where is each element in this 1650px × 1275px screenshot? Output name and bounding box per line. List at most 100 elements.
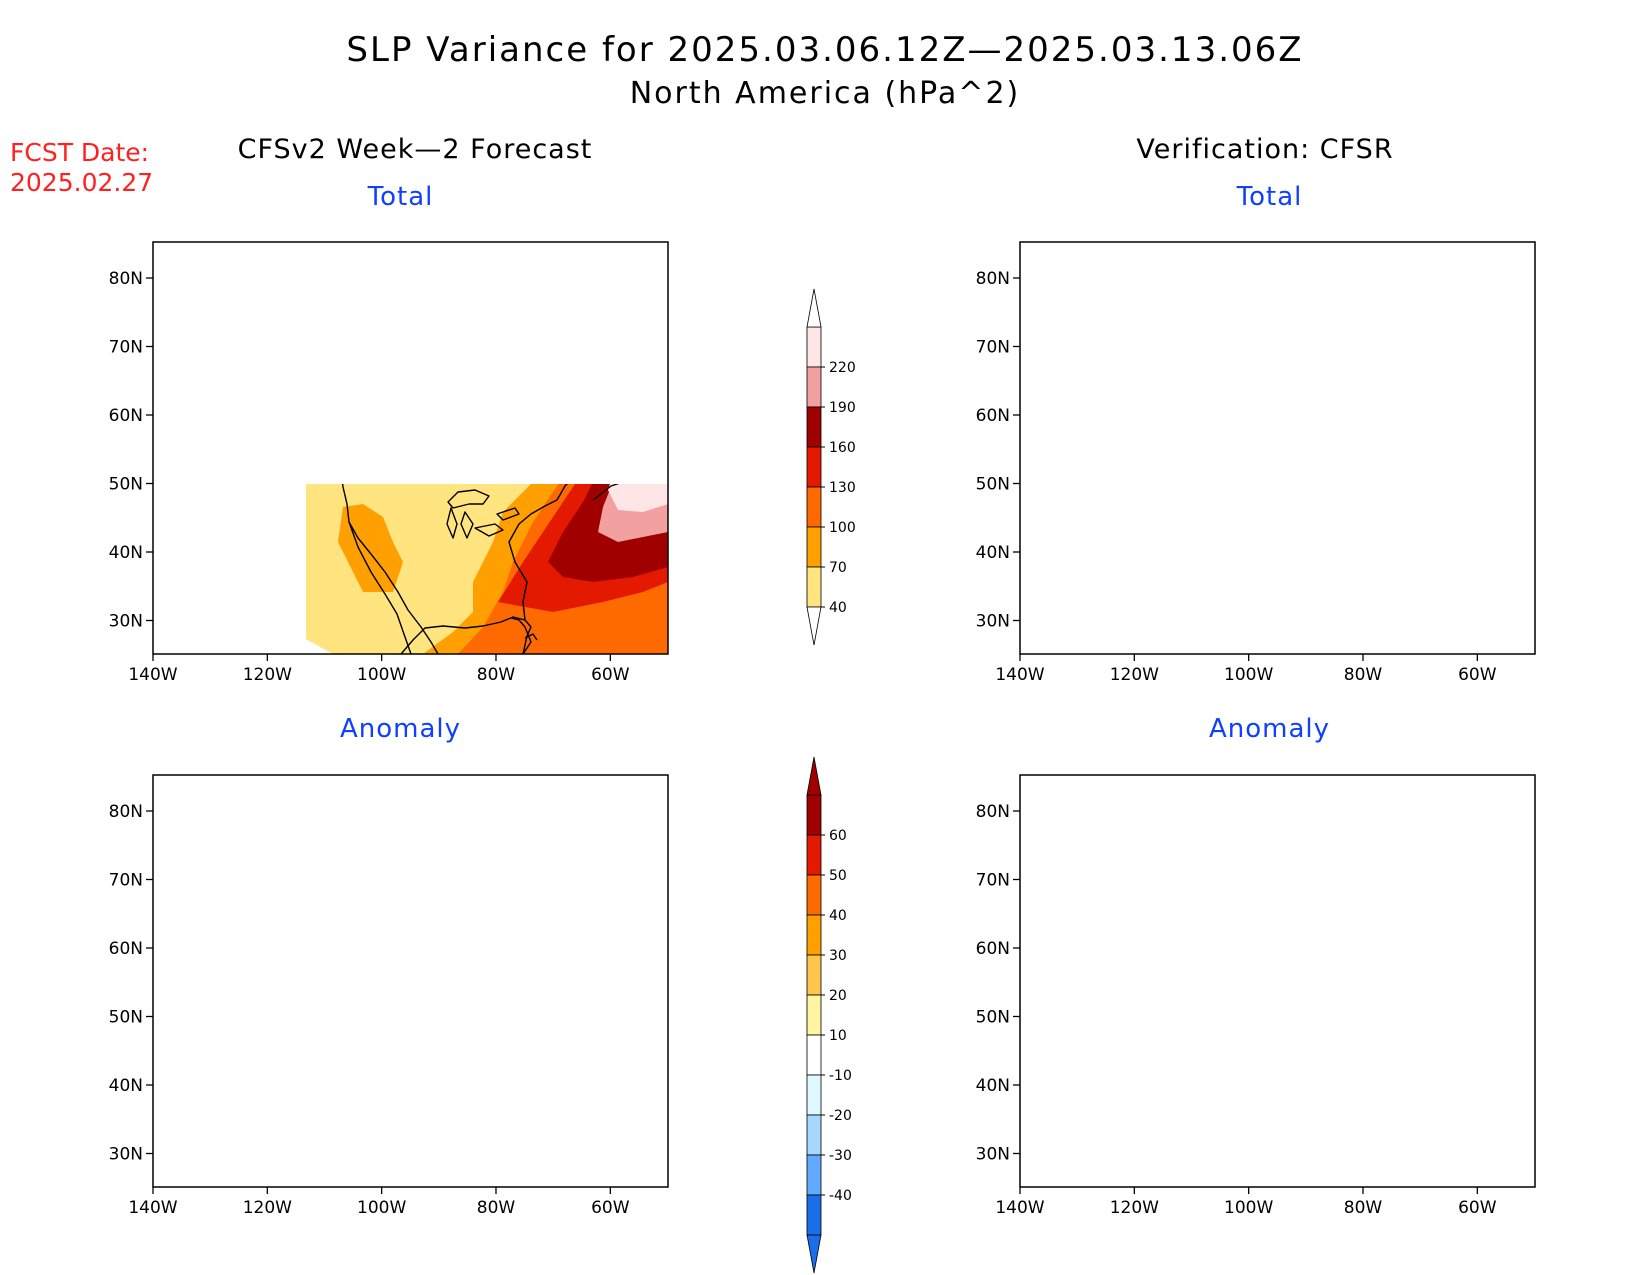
lat-tick-label: 30N — [976, 1145, 1010, 1165]
colorbar-segment — [806, 1074, 822, 1116]
colorbar-label: 60 — [829, 828, 847, 844]
colorbar-total: 220 190 160 130 100 70 40 — [806, 288, 856, 646]
colorbar-label: 160 — [829, 440, 856, 456]
lat-tick-label: 30N — [976, 612, 1010, 632]
colorbar-segment — [806, 1034, 822, 1076]
lon-tick-label: 140W — [995, 1198, 1044, 1218]
lat-tick-label: 80N — [109, 269, 143, 289]
colorbar-arrow-top — [806, 288, 822, 328]
lon-tick-label: 120W — [1110, 665, 1159, 685]
lon-tick-label: 120W — [243, 1198, 292, 1218]
lon-tick-label: 140W — [128, 665, 177, 685]
lon-tick-label: 120W — [243, 665, 292, 685]
colorbar-segment — [806, 446, 822, 488]
lat-tick-label: 40N — [976, 543, 1010, 563]
colorbar-label: 50 — [829, 868, 847, 884]
lat-tick-label: 70N — [976, 871, 1010, 891]
lon-tick-label: 80W — [477, 1198, 516, 1218]
lon-tick-label: 100W — [1224, 665, 1273, 685]
panel-forecast-anomaly-map — [152, 774, 669, 1188]
colorbar-segment — [806, 1194, 822, 1236]
colorbar-label: 30 — [829, 948, 847, 964]
panel-title-verification-anomaly: Anomaly — [1208, 714, 1331, 744]
lon-tick-label: 80W — [1344, 1198, 1383, 1218]
colorbar-arrow-bottom — [806, 606, 822, 646]
panel-verification-total-map — [1019, 241, 1536, 655]
forecast-date-label: FCST Date: — [10, 138, 150, 167]
panel-forecast-total-map — [152, 241, 669, 663]
colorbar-label: 220 — [829, 360, 856, 376]
panel-title-forecast-total: Total — [367, 182, 434, 212]
colorbar-label: -40 — [829, 1188, 852, 1204]
lon-tick-label: 60W — [1458, 1198, 1497, 1218]
lat-tick-label: 50N — [109, 475, 143, 495]
panel-title-forecast-anomaly: Anomaly — [339, 714, 462, 744]
lat-tick-label: 80N — [109, 802, 143, 822]
colorbar-segment — [806, 874, 822, 916]
colorbar-segment — [806, 406, 822, 448]
chart-subtitle: North America (hPa^2) — [629, 76, 1021, 111]
colorbar-label: 10 — [829, 1028, 847, 1044]
colorbar-segment — [806, 566, 822, 608]
colorbar-segment — [806, 834, 822, 876]
colorbar-layer: 220 190 160 130 100 70 40 60 50 40 30 20 10 -10 -20 -30… — [806, 288, 856, 1274]
colorbar-label: -30 — [829, 1148, 852, 1164]
lat-tick-label: 60N — [109, 406, 143, 426]
lat-tick-label: 30N — [109, 612, 143, 632]
colorbar-segment — [806, 486, 822, 528]
colorbar-segment — [806, 326, 822, 368]
panel-title-verification-total: Total — [1236, 182, 1303, 212]
lat-tick-label: 80N — [976, 269, 1010, 289]
lon-tick-label: 60W — [1458, 665, 1497, 685]
colorbar-label: 40 — [829, 908, 847, 924]
lon-tick-label: 60W — [591, 1198, 630, 1218]
colorbar-segment — [806, 914, 822, 956]
forecast-date-block: FCST Date: 2025.02.27 — [10, 138, 153, 198]
colorbar-segment — [806, 994, 822, 1036]
column-title-verification: Verification: CFSR — [1136, 134, 1394, 165]
colorbar-segment — [806, 954, 822, 996]
colorbar-arrow-bottom — [806, 1234, 822, 1274]
panel-verification-anomaly-map — [1019, 774, 1536, 1188]
column-title-forecast: CFSv2 Week—2 Forecast — [237, 134, 593, 165]
lat-tick-label: 40N — [109, 543, 143, 563]
forecast-date-value: 2025.02.27 — [10, 168, 154, 197]
lat-tick-label: 80N — [976, 802, 1010, 822]
lon-tick-label: 80W — [1344, 665, 1383, 685]
colorbar-label: 40 — [829, 600, 847, 616]
lon-tick-label: 60W — [591, 665, 630, 685]
lon-tick-label: 80W — [477, 665, 516, 685]
lat-tick-label: 60N — [109, 939, 143, 959]
colorbar-label: -20 — [829, 1108, 852, 1124]
lat-tick-label: 70N — [109, 871, 143, 891]
lat-tick-label: 30N — [109, 1145, 143, 1165]
lon-tick-label: 140W — [995, 665, 1044, 685]
lon-tick-label: 100W — [357, 1198, 406, 1218]
lat-tick-label: 40N — [976, 1076, 1010, 1096]
lon-tick-label: 100W — [1224, 1198, 1273, 1218]
lat-tick-label: 50N — [109, 1008, 143, 1028]
lon-tick-label: 120W — [1110, 1198, 1159, 1218]
colorbar-label: 20 — [829, 988, 847, 1004]
lat-tick-label: 50N — [976, 475, 1010, 495]
axes-layer: 140W 120W 100W 80W 60W 80N 70N 60N 50N 40N 30N 140W… — [109, 269, 1497, 1218]
lon-tick-label: 100W — [357, 665, 406, 685]
colorbar-segment — [806, 366, 822, 408]
lat-tick-label: 70N — [109, 338, 143, 358]
colorbar-arrow-top — [806, 756, 822, 796]
chart-title: SLP Variance for 2025.03.06.12Z—2025.03.… — [346, 30, 1304, 70]
lat-tick-label: 40N — [109, 1076, 143, 1096]
colorbar-anomaly: 60 50 40 30 20 10 -10 -20 -30 -40 — [806, 756, 852, 1274]
lat-tick-label: 50N — [976, 1008, 1010, 1028]
lat-tick-label: 60N — [976, 939, 1010, 959]
colorbar-label: 100 — [829, 520, 856, 536]
colorbar-label: -10 — [829, 1068, 852, 1084]
lon-tick-label: 140W — [128, 1198, 177, 1218]
colorbar-segment — [806, 794, 822, 836]
lat-tick-label: 70N — [976, 338, 1010, 358]
colorbar-segment — [806, 526, 822, 568]
colorbar-segment — [806, 1154, 822, 1196]
lat-tick-label: 60N — [976, 406, 1010, 426]
colorbar-label: 190 — [829, 400, 856, 416]
